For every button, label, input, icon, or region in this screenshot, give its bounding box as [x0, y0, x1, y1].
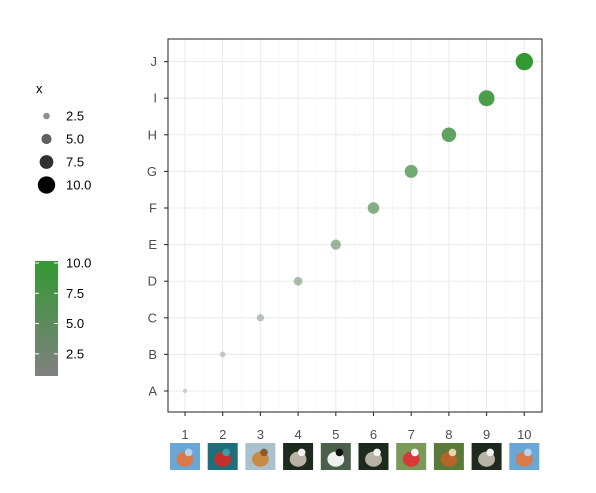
color-legend-label: 7.5 — [66, 286, 84, 301]
cat-icon — [283, 443, 314, 470]
y-tick-label: E — [148, 237, 157, 252]
data-point — [515, 52, 533, 71]
x-tick-label: 9 — [483, 427, 490, 442]
color-legend-bar — [35, 261, 58, 376]
x-tick-label: 7 — [408, 427, 415, 442]
bird-icon — [170, 443, 200, 470]
giraffe-icon — [245, 443, 276, 470]
cat-icon — [358, 443, 389, 470]
data-point — [367, 202, 380, 214]
x-axis-images — [170, 443, 540, 470]
size-legend-key — [39, 155, 54, 169]
data-point — [330, 239, 341, 250]
x-axis: 1 2 3 4 5 6 7 8 9 10 — [181, 412, 532, 442]
y-tick-label: J — [151, 54, 158, 69]
x-tick-label: 8 — [445, 427, 452, 442]
size-legend-label: 5.0 — [66, 132, 84, 147]
size-legend-label: 2.5 — [66, 109, 84, 124]
data-point — [441, 127, 457, 143]
data-point — [182, 388, 188, 394]
y-axis: A B C D E F G H I J — [147, 54, 168, 399]
y-tick-label: D — [148, 274, 157, 289]
size-legend: x 2.5 5.0 7.5 10.0 — [36, 81, 91, 194]
size-legend-label: 10.0 — [66, 178, 91, 193]
y-tick-label: I — [153, 91, 157, 106]
parrot-icon — [207, 443, 238, 470]
data-point — [293, 276, 303, 286]
data-point — [404, 164, 418, 178]
data-points — [182, 52, 533, 394]
y-tick-label: C — [148, 310, 157, 325]
data-point — [478, 90, 495, 107]
y-tick-label: B — [148, 347, 157, 362]
squirrel-icon — [433, 443, 464, 470]
y-tick-label: H — [148, 127, 157, 142]
color-legend-label: 2.5 — [66, 346, 84, 361]
cat-icon — [471, 443, 502, 470]
panel-border — [167, 38, 543, 413]
size-legend-label: 7.5 — [66, 155, 84, 170]
y-tick-label: F — [149, 201, 157, 216]
plot-panel — [167, 38, 543, 413]
size-legend-key — [41, 133, 52, 145]
x-tick-label: 1 — [181, 427, 188, 442]
x-tick-label: 6 — [370, 427, 377, 442]
y-tick-label: G — [147, 164, 157, 179]
data-point — [219, 351, 226, 358]
bird-icon — [509, 443, 540, 470]
x-tick-label: 2 — [219, 427, 226, 442]
color-legend-label: 10.0 — [66, 256, 91, 271]
y-tick-label: A — [148, 384, 157, 399]
x-tick-label: 5 — [332, 427, 339, 442]
size-legend-key — [37, 176, 56, 194]
data-point — [256, 314, 265, 322]
x-tick-label: 4 — [294, 427, 301, 442]
x-tick-label: 10 — [517, 427, 531, 442]
x-tick-label: 3 — [257, 427, 264, 442]
dog-icon — [396, 443, 427, 470]
panda-icon — [320, 443, 351, 470]
size-legend-key — [43, 112, 50, 120]
color-legend: 10.0 7.5 5.0 2.5 — [35, 256, 91, 376]
size-legend-title: x — [36, 81, 43, 96]
color-legend-label: 5.0 — [66, 316, 84, 331]
